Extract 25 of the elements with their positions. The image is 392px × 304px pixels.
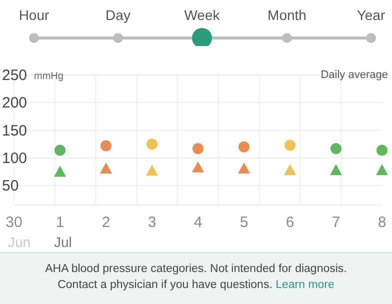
point xyxy=(146,164,158,176)
x-tick-label: 5 xyxy=(240,214,248,231)
annotation: Daily average xyxy=(320,69,388,81)
period-slider: Hour Day Week Month Year xyxy=(0,6,392,46)
y-tick-label: 100 xyxy=(2,150,28,167)
point xyxy=(284,140,296,151)
x-tick-label: 3 xyxy=(148,214,156,231)
text: Contact a physician if you have questions. xyxy=(58,279,272,291)
y-tick-label: 50 xyxy=(2,178,19,195)
x-tick-label: 30 xyxy=(6,214,22,231)
x-tick-label: 7 xyxy=(332,214,340,231)
y-tick-label: 200 xyxy=(2,94,28,112)
x-tick-label: 2 xyxy=(102,214,110,231)
point xyxy=(146,138,158,150)
text: AHA blood pressure categories. Not intended for diagnosis. xyxy=(44,262,348,277)
x-tick-label: 4 xyxy=(194,214,202,231)
text: Learn more xyxy=(276,279,334,291)
x-tick-label: 8 xyxy=(378,214,386,231)
y-tick-label: 250 xyxy=(2,67,28,84)
text: Jul xyxy=(54,234,72,250)
point xyxy=(284,164,296,176)
x-tick-label: 6 xyxy=(286,214,294,231)
x-tick-label: 1 xyxy=(56,214,64,231)
y-axis-title: mmHg xyxy=(34,71,64,82)
y-tick-label: 150 xyxy=(2,122,28,140)
